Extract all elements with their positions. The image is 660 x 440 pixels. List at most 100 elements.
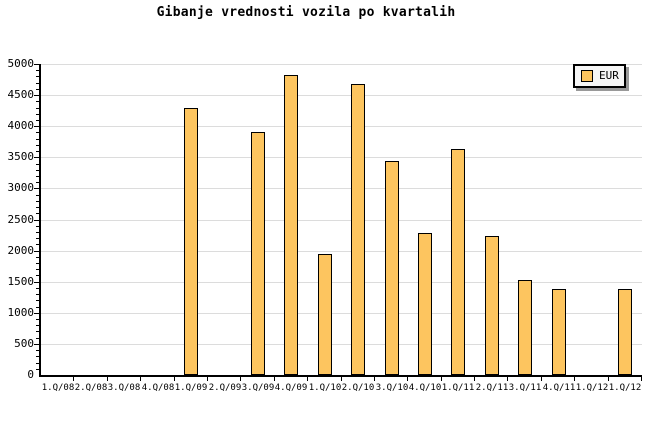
y-major-tick [34, 220, 39, 221]
y-tick-label: 5000 [7, 57, 35, 70]
y-tick-label: 3500 [7, 150, 35, 163]
x-tick [641, 377, 642, 381]
x-category-label: 3.Q/09 [241, 383, 275, 393]
x-tick [474, 377, 475, 381]
bar [518, 280, 532, 375]
x-tick [274, 377, 275, 381]
y-major-tick [34, 313, 39, 314]
y-minor-tick [36, 195, 39, 196]
bar [618, 289, 632, 375]
legend-label: EUR [599, 69, 619, 82]
gridline [41, 251, 642, 252]
y-tick-label: 0 [27, 368, 34, 381]
x-category-label: 4.Q/10 [408, 383, 442, 393]
y-minor-tick [36, 232, 39, 233]
x-tick [507, 377, 508, 381]
y-minor-tick [36, 83, 39, 84]
x-category-label: 2.Q/08 [74, 383, 108, 393]
y-minor-tick [36, 257, 39, 258]
y-major-tick [34, 157, 39, 158]
y-minor-tick [36, 101, 39, 102]
y-minor-tick [36, 139, 39, 140]
y-minor-tick [36, 363, 39, 364]
y-minor-tick [36, 350, 39, 351]
gridline [41, 95, 642, 96]
x-category-label: 1.Q/12 [575, 383, 609, 393]
legend-box: EUR [573, 64, 626, 88]
x-category-label: 3.Q/11 [508, 383, 542, 393]
gridline [41, 282, 642, 283]
gridline [41, 126, 642, 127]
x-tick [174, 377, 175, 381]
y-minor-tick [36, 307, 39, 308]
y-major-tick [34, 95, 39, 96]
y-minor-tick [36, 338, 39, 339]
x-tick [140, 377, 141, 381]
gridline [41, 313, 642, 314]
x-category-label: 1.Q/10 [308, 383, 342, 393]
y-tick-label: 1500 [7, 275, 35, 288]
y-minor-tick [36, 356, 39, 357]
gridline [41, 344, 642, 345]
y-minor-tick [36, 269, 39, 270]
x-category-label: 2.Q/10 [341, 383, 375, 393]
x-tick [73, 377, 74, 381]
y-minor-tick [36, 331, 39, 332]
y-minor-tick [36, 145, 39, 146]
y-minor-tick [36, 114, 39, 115]
x-tick [374, 377, 375, 381]
x-tick [574, 377, 575, 381]
y-minor-tick [36, 238, 39, 239]
y-tick-label: 1000 [7, 306, 35, 319]
y-tick-label: 2500 [7, 213, 35, 226]
x-category-label: 2.Q/09 [208, 383, 242, 393]
y-major-tick [34, 188, 39, 189]
y-minor-tick [36, 164, 39, 165]
y-tick-label: 2000 [7, 244, 35, 257]
bar [284, 75, 298, 375]
gridline [41, 188, 642, 189]
y-minor-tick [36, 369, 39, 370]
y-minor-tick [36, 275, 39, 276]
x-tick [207, 377, 208, 381]
gridline [41, 157, 642, 158]
gridline [41, 64, 642, 65]
bar [351, 84, 365, 375]
y-minor-tick [36, 76, 39, 77]
x-category-label: 2.Q/11 [475, 383, 509, 393]
bar [552, 289, 566, 375]
y-minor-tick [36, 213, 39, 214]
x-category-label: 4.Q/11 [542, 383, 576, 393]
y-minor-tick [36, 89, 39, 90]
x-category-label: 1.Q/08 [41, 383, 75, 393]
y-minor-tick [36, 170, 39, 171]
y-major-tick [34, 251, 39, 252]
x-category-label: 1.Q/12 [608, 383, 642, 393]
x-tick [307, 377, 308, 381]
x-tick [441, 377, 442, 381]
x-tick [541, 377, 542, 381]
y-minor-tick [36, 300, 39, 301]
y-minor-tick [36, 263, 39, 264]
legend-swatch-icon [581, 70, 593, 82]
bar [418, 233, 432, 375]
y-minor-tick [36, 108, 39, 109]
y-minor-tick [36, 207, 39, 208]
bar [318, 254, 332, 375]
y-major-tick [34, 126, 39, 127]
y-minor-tick [36, 319, 39, 320]
bar [485, 236, 499, 375]
y-minor-tick [36, 288, 39, 289]
x-tick [107, 377, 108, 381]
x-tick [407, 377, 408, 381]
y-minor-tick [36, 244, 39, 245]
x-category-label: 4.Q/09 [274, 383, 308, 393]
x-tick [608, 377, 609, 381]
y-minor-tick [36, 151, 39, 152]
y-minor-tick [36, 182, 39, 183]
y-tick-label: 500 [14, 337, 34, 350]
chart-title: Gibanje vrednosti vozila po kvartalih [156, 5, 456, 20]
bar [385, 161, 399, 375]
x-category-label: 3.Q/10 [375, 383, 409, 393]
